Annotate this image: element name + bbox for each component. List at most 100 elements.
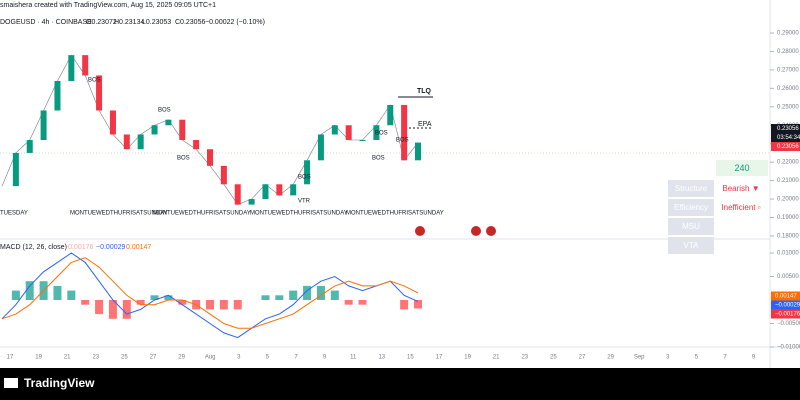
histogram-bar: [122, 300, 131, 319]
vtr-label: VTR: [298, 199, 311, 205]
indicator-panel: 240 Structure Bearish ▼ Efficiency Ineffici…: [668, 160, 768, 256]
x-tick-label: 21: [64, 355, 71, 361]
row-value: Inefficient ▫: [721, 203, 761, 212]
y-tick-label: 0.29000: [777, 31, 799, 37]
candle: [137, 134, 144, 150]
bos-label: BOS: [372, 156, 385, 162]
candle: [179, 119, 186, 141]
value-tag: [771, 309, 800, 319]
open: O0.23072: [86, 19, 117, 26]
histogram-bar: [81, 300, 90, 305]
histogram-bar: [219, 300, 228, 310]
value-tag-label: 0.00147: [775, 294, 797, 300]
histogram-bar: [150, 295, 159, 300]
histogram-bar: [164, 295, 173, 300]
candle: [401, 104, 408, 161]
bos-label: BOS: [158, 108, 171, 114]
y-tick-label: 0.26000: [777, 86, 799, 92]
histogram-bar: [303, 285, 312, 300]
event-icon: [471, 226, 481, 236]
candle: [331, 125, 338, 135]
logo-icon: [4, 378, 18, 388]
histogram-bar: [233, 300, 242, 310]
candle: [359, 140, 366, 142]
candle: [290, 184, 297, 196]
x-tick-label: 13: [378, 355, 385, 361]
histogram-bar: [289, 290, 298, 300]
candle: [26, 140, 33, 153]
row-label: Structure: [668, 180, 714, 197]
candle: [82, 55, 89, 76]
close: C0.23056: [175, 19, 205, 26]
session-label: MONTUEWEDTHUFRISATSUNDAY: [250, 211, 348, 217]
histogram-bar: [53, 285, 62, 300]
change: −0.00022 (−0.10%): [205, 19, 265, 26]
histogram-bar: [344, 300, 353, 305]
value-tag-label: −0.00029: [775, 303, 800, 309]
event-icon: [415, 226, 425, 236]
macd-signal-label: 0.00147: [126, 244, 151, 251]
bos-label: BOS: [298, 175, 311, 181]
x-tick-label: 21: [493, 355, 500, 361]
countdown: 03:54:34: [777, 135, 800, 141]
price-path: [1, 54, 419, 205]
candle: [123, 134, 130, 150]
value-tag-label: −0.00176: [775, 312, 800, 318]
y-tick-label: 0.01000: [777, 251, 799, 257]
y-tick-label: 0.20000: [777, 197, 799, 203]
y-tick-label: −0.01000: [777, 345, 800, 351]
macd-line-label: −0.00029: [96, 244, 125, 251]
candle: [345, 125, 352, 141]
x-tick-label: 7: [723, 355, 727, 361]
histogram-bar: [95, 300, 104, 315]
x-tick-label: Aug: [205, 355, 216, 361]
candle: [165, 119, 172, 126]
candle: [109, 110, 116, 135]
x-tick-label: 3: [666, 355, 670, 361]
histogram-bar: [11, 290, 20, 300]
candle: [248, 199, 255, 205]
y-tick-label: 0.25000: [777, 104, 799, 110]
x-tick-label: 19: [464, 355, 471, 361]
last-price-bg-2: [771, 142, 800, 151]
symbol: DOGEUSD · 4h · COINBASE: [0, 19, 92, 26]
y-tick-label: 0.18000: [777, 234, 799, 240]
histogram-bar: [414, 300, 422, 309]
candle: [262, 184, 269, 200]
candle: [304, 160, 311, 185]
event-icon: [486, 226, 496, 236]
bos-label: BOS: [396, 138, 409, 144]
candle: [40, 110, 47, 141]
x-tick-label: 11: [350, 355, 357, 361]
panel-row: Structure Bearish ▼: [668, 180, 768, 197]
x-tick-label: 17: [7, 355, 14, 361]
epa: EPA: [418, 121, 432, 128]
histogram-bar: [358, 300, 367, 305]
y-tick-label: 0.27000: [777, 67, 799, 73]
histogram-bar: [316, 285, 325, 300]
candle: [373, 125, 380, 141]
row-label: Efficiency: [668, 199, 714, 216]
y-tick-label: 0.21000: [777, 178, 799, 184]
y-tick-label: 0.19000: [777, 215, 799, 221]
x-tick-label: 27: [150, 355, 157, 361]
histogram-bar: [25, 281, 34, 300]
session-label: MONTUEWEDTHUFRISATSUNDAY: [346, 211, 444, 217]
tlq: TLQ: [417, 88, 432, 95]
bos-label: BOS: [88, 78, 101, 84]
x-tick-label: 9: [323, 355, 327, 361]
histogram-bar: [108, 300, 117, 319]
row-label: VTA: [668, 237, 714, 254]
x-tick-label: 9: [752, 355, 756, 361]
candle: [207, 149, 213, 166]
x-tick-label: Sep: [634, 355, 645, 361]
candle: [193, 140, 200, 150]
last-price-2: 0.23056: [777, 144, 799, 150]
candle: [96, 75, 103, 111]
candle: [415, 142, 421, 161]
last-price-bg: [771, 124, 800, 133]
x-tick-label: 23: [92, 355, 99, 361]
candle: [151, 125, 158, 135]
high: H0.23134: [114, 19, 144, 26]
